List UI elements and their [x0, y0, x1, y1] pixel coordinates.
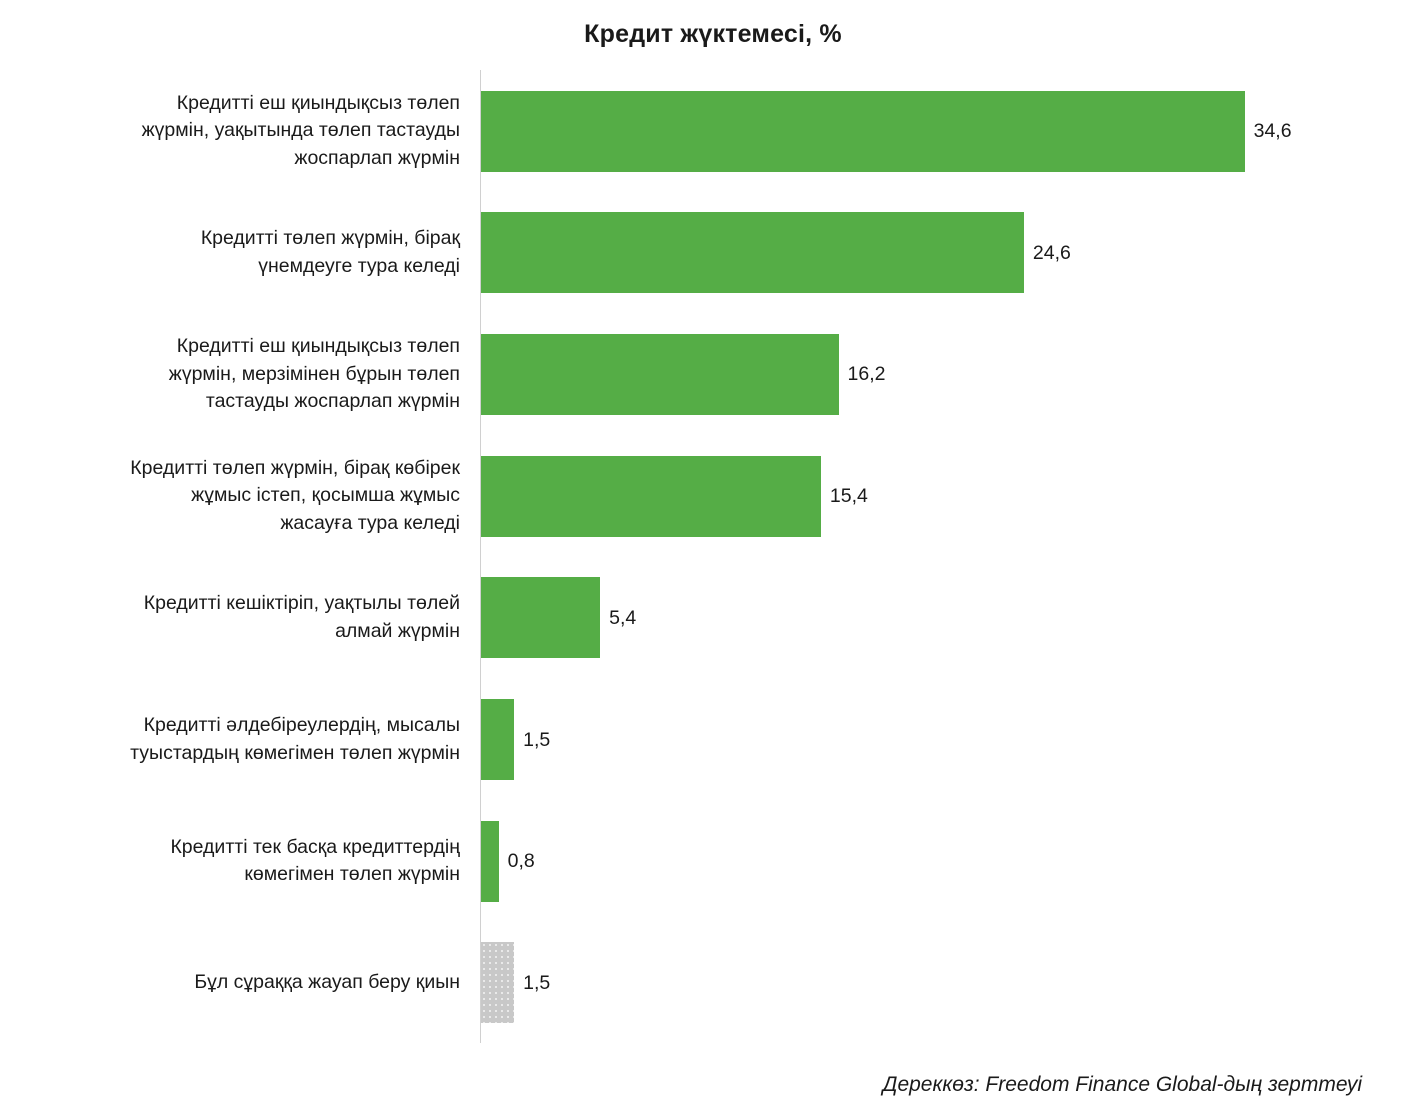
bar-6 [481, 699, 515, 780]
value-label-6: 1,5 [523, 728, 551, 751]
bar-1 [481, 90, 1245, 172]
bar-3 [481, 333, 839, 415]
category-label-4: Кредитті төлеп жүрмін, бірақ көбірек жұм… [130, 456, 460, 534]
category-label-2: Кредитті төлеп жүрмін, бірақ үнемдеуге т… [200, 227, 460, 277]
category-axis-line [480, 70, 481, 1043]
category-label-6: Кредитті әлдебіреулердің, мысалы туыстар… [130, 714, 460, 764]
value-label-8: 1,5 [523, 971, 551, 994]
category-label-7: Кредитті тек басқа кредиттердің көмегіме… [170, 835, 460, 886]
chart-title: Кредит жүктемесі, % [584, 20, 842, 48]
value-label-2: 24,6 [1032, 241, 1071, 264]
category-label-3: Кредитті еш қиындықсыз төлеп жүрмін, мер… [168, 335, 460, 413]
bar-2 [481, 212, 1024, 294]
value-label-7: 0,8 [507, 850, 535, 873]
source-note: Дереккөз: Freedom Finance Global-дың зер… [882, 1073, 1362, 1096]
category-label-5: Кредитті кешіктіріп, уақтылы төлей алмай… [143, 592, 460, 642]
value-label-4: 15,4 [829, 485, 868, 508]
bar-5 [481, 577, 601, 659]
bar-4 [481, 455, 821, 537]
category-label-8: Бұл сұраққа жауап беру қиын [194, 971, 460, 994]
bar-8 [481, 942, 515, 1024]
value-label-3: 16,2 [847, 363, 886, 386]
category-label-1: Кредитті еш қиындықсыз төлеп жүрмін, уақ… [141, 91, 460, 169]
value-label-5: 5,4 [609, 606, 637, 629]
value-label-1: 34,6 [1253, 120, 1292, 142]
bar-7 [481, 820, 499, 902]
